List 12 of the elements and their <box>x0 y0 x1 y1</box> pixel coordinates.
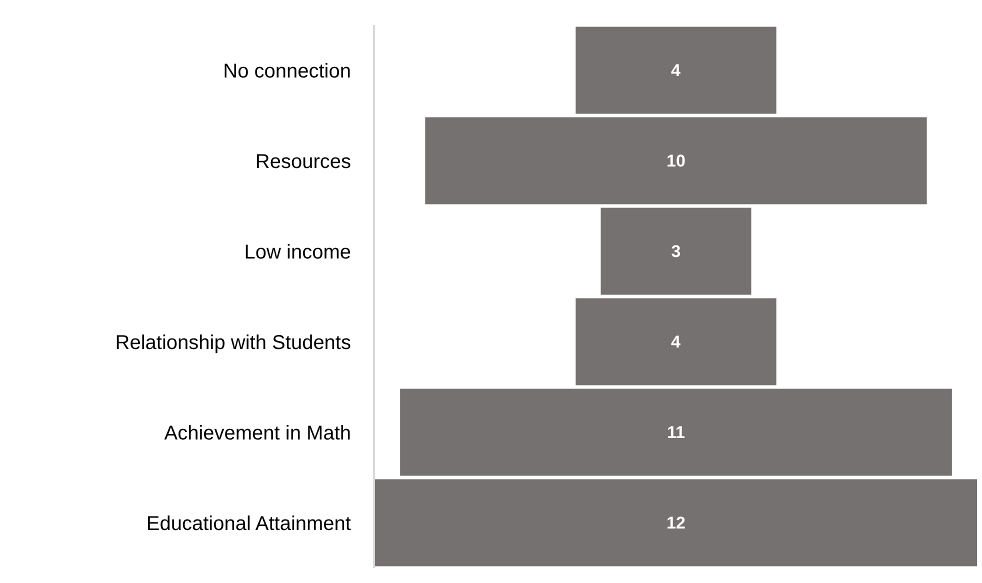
data-label: 10 <box>666 151 686 170</box>
category-label: Relationship with Students <box>115 332 351 354</box>
category-label: Low income <box>244 241 351 264</box>
data-label: 11 <box>667 422 685 442</box>
category-label: Educational Attainment <box>146 512 352 535</box>
category-label: Achievement in Math <box>164 422 351 444</box>
data-label: 3 <box>671 242 681 261</box>
category-label: Resources <box>255 150 351 173</box>
data-label: 4 <box>671 332 681 352</box>
data-label: 4 <box>671 60 681 80</box>
data-label: 12 <box>666 513 686 532</box>
category-label: No connection <box>223 60 351 82</box>
